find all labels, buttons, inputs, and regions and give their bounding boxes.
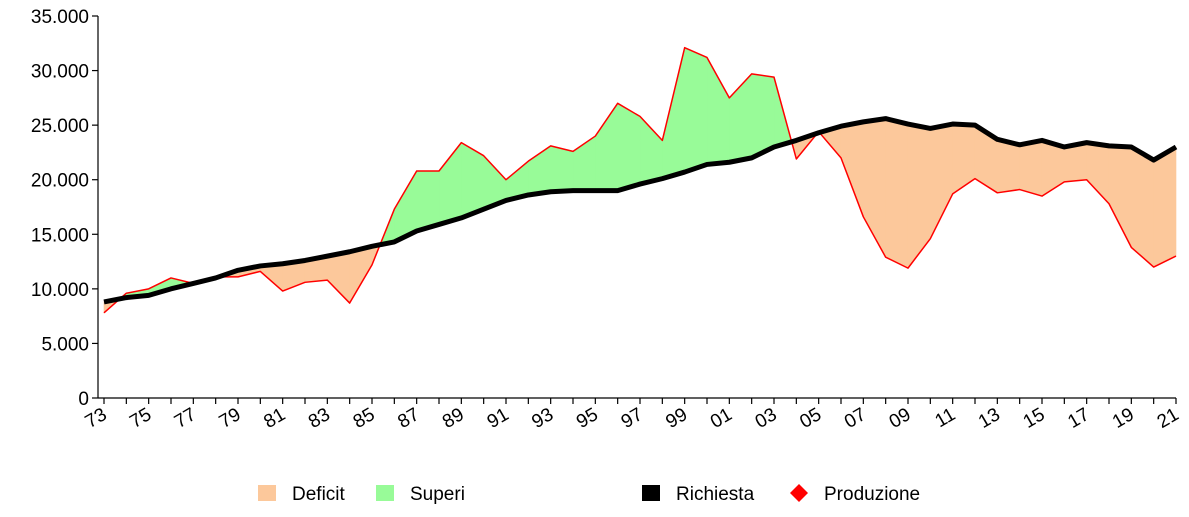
x-tick-label: 03 (752, 404, 781, 433)
deficit-area-segment (952, 123, 976, 195)
y-tick-label: 10.000 (31, 280, 89, 301)
x-tick-label: 21 (1154, 404, 1183, 433)
deficit-area-segment (1041, 140, 1065, 197)
x-tick-label: 79 (216, 404, 245, 433)
y-tick-label: 0 (78, 389, 89, 410)
x-tick-label: 99 (662, 404, 691, 433)
deficit-area-segment (907, 123, 931, 270)
deficit-area-segment (840, 121, 864, 217)
y-tick-label: 5.000 (41, 334, 89, 355)
legend-item-superi: Superi (376, 484, 465, 505)
x-tick-label: 85 (350, 404, 379, 433)
deficit-area-segment (1153, 146, 1177, 268)
x-tick-label: 83 (305, 404, 334, 433)
x-tick-label: 13 (975, 404, 1004, 433)
deficit-area-segment (349, 245, 373, 305)
legend-item-produzione: Produzione (790, 484, 920, 505)
y-tick-label: 15.000 (31, 225, 89, 246)
x-tick-label: 11 (932, 404, 960, 432)
x-tick-label: 09 (886, 404, 915, 433)
surplus-area-segment (662, 47, 685, 180)
legend-item-richiesta: Richiesta (642, 484, 755, 505)
deficit-area-segment (1131, 146, 1154, 268)
x-tick-label: 19 (1109, 404, 1138, 433)
surplus-area-segment (706, 57, 730, 165)
x-tick-label: 75 (126, 404, 155, 433)
deficit-area-segment (997, 138, 1020, 194)
y-tick-label: 20.000 (31, 171, 89, 192)
legend-marker (642, 485, 660, 501)
x-tick-label: 01 (707, 404, 736, 433)
x-tick-label: 17 (1064, 404, 1093, 433)
surplus-area-segment (684, 47, 708, 173)
surplus-area-segment (595, 102, 618, 191)
deficit-area-segment (327, 251, 350, 304)
richiesta-line (103, 116, 1178, 305)
surplus-area-segment (639, 115, 663, 185)
x-tick-label: 15 (1020, 404, 1049, 433)
x-tick-label: 07 (841, 404, 870, 433)
y-tick-label: 30.000 (31, 62, 89, 83)
legend-label: Deficit (292, 484, 346, 505)
x-tick-label: 89 (439, 404, 468, 433)
surplus-area-segment (729, 73, 752, 163)
series-lines (103, 46, 1178, 314)
surplus-area-segment (751, 73, 775, 159)
y-tick-label: 35.000 (31, 7, 89, 28)
surplus-area-segment (550, 145, 574, 193)
legend-label: Richiesta (676, 484, 755, 505)
x-tick-label: 93 (528, 404, 557, 433)
surplus-area-segment (617, 102, 641, 192)
surplus-area-segment (416, 170, 440, 232)
deficit-area-segment (885, 118, 909, 269)
x-tick-label: 95 (573, 404, 602, 433)
deficit-area-segment (1086, 142, 1110, 205)
deficit-area-segment (1019, 140, 1043, 197)
legend-marker (258, 485, 276, 501)
deficit-area-segment (930, 123, 953, 239)
x-tick-label: 91 (484, 404, 513, 433)
legend-label: Produzione (824, 484, 920, 505)
legend-label: Superi (410, 484, 465, 505)
legend-marker (790, 484, 808, 502)
x-tick-label: 97 (618, 404, 647, 433)
legend-item-deficit: Deficit (258, 484, 346, 505)
fill-areas (103, 47, 1177, 314)
x-tick-label: 87 (394, 404, 423, 433)
axes: 0 5.000 10.000 15.000 20.000 25.000 30.000 35.0… (31, 7, 1183, 433)
legend: Deficit Superi Richiesta Produzione (258, 484, 920, 505)
deficit-area-segment (1108, 145, 1132, 248)
x-tick-label: 05 (796, 404, 825, 433)
legend-marker (376, 485, 394, 501)
y-tick-label: 25.000 (31, 116, 89, 137)
x-tick-label: 81 (260, 404, 289, 433)
surplus-area-segment (438, 141, 462, 225)
x-tick-label: 77 (171, 404, 200, 433)
produzione-line (103, 46, 1177, 314)
